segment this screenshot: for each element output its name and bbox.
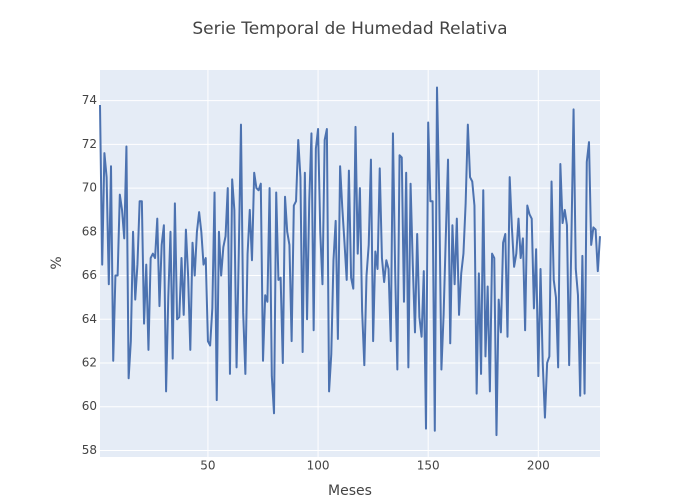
- x-tick-label: 100: [307, 459, 330, 473]
- grid: [100, 70, 600, 457]
- y-tick-label: 62: [82, 355, 97, 369]
- y-tick-label: 64: [82, 312, 97, 326]
- marks: [99, 86, 601, 437]
- y-tick-label: 68: [82, 224, 97, 238]
- y-tick-label: 58: [82, 443, 97, 457]
- y-axis-title: %: [49, 256, 65, 269]
- x-tick-label: 150: [417, 459, 440, 473]
- y-tick-label: 66: [82, 268, 97, 282]
- line: [99, 86, 601, 437]
- x-tick-label: 50: [200, 459, 215, 473]
- y-tick-label: 72: [82, 137, 97, 151]
- x-axis-title: Meses: [328, 483, 372, 499]
- y-tick-label: 70: [82, 181, 97, 195]
- chart-title: Serie Temporal de Humedad Relativa: [192, 19, 507, 39]
- y-tick-label: 74: [82, 93, 97, 107]
- x-tick-label: 200: [527, 459, 550, 473]
- y-tick-label: 60: [82, 399, 97, 413]
